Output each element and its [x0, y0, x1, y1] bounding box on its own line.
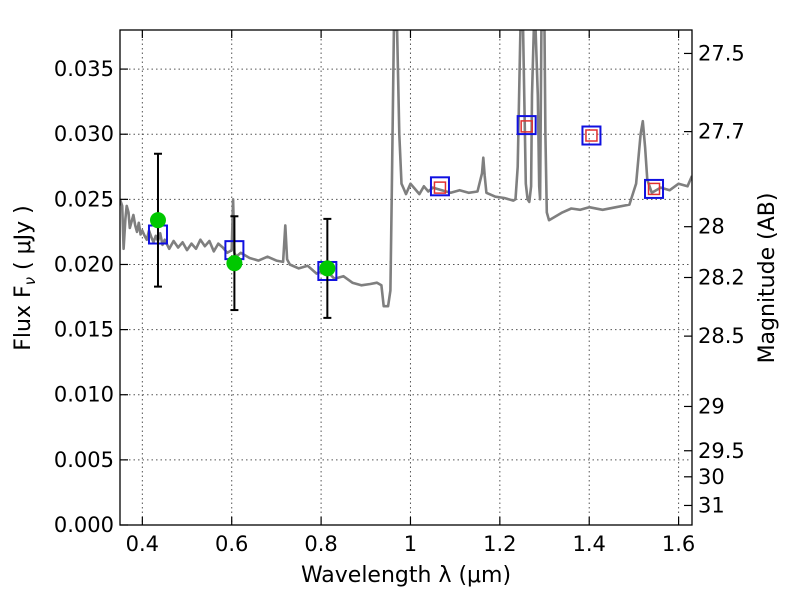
observed-point — [149, 212, 166, 229]
band-flux-box — [433, 181, 447, 194]
y-tick-label: 0.025 — [54, 187, 114, 211]
y-tick-label: 0.005 — [54, 448, 114, 472]
x-tick-label: 0.8 — [304, 532, 337, 556]
y-axis-right: 27.5 27.7 28 28.2 28.5 29 29.530 31 — [684, 41, 745, 517]
band-flux-box — [647, 182, 661, 196]
y-tick-label: 0.015 — [54, 318, 114, 342]
plot-area — [120, 30, 692, 319]
y2-tick-label: 30 — [698, 465, 725, 489]
x-tick-label: 1.2 — [483, 532, 516, 556]
y2-axis-label: Magnitude (AB) — [755, 193, 780, 364]
y2-tick-label: 29.5 — [698, 439, 745, 463]
x-tick-label: 0.6 — [215, 532, 248, 556]
y2-tick-label: 27.7 — [698, 120, 745, 144]
y2-tick-label: 31 — [698, 493, 725, 517]
observed-point — [226, 255, 243, 272]
y2-tick-label: 29 — [698, 394, 725, 418]
x-tick-label: 1 — [404, 532, 417, 556]
model-band-box — [581, 125, 602, 146]
band-flux-box — [585, 129, 598, 142]
y2-tick-label: 28.2 — [698, 266, 745, 290]
y2-tick-label: 28.5 — [698, 324, 745, 348]
y-tick-label: 0.035 — [54, 57, 114, 81]
band-flux-box — [520, 120, 533, 133]
model-band-box — [429, 176, 450, 197]
y-axis-label-subscript: ν — [21, 277, 39, 285]
x-axis-label: Wavelength λ (μm) — [301, 563, 511, 588]
y-tick-label: 0.020 — [54, 252, 114, 276]
x-tick-label: 0.4 — [126, 532, 159, 556]
model-band-box — [516, 115, 537, 136]
y-axis-left: 0.000 0.005 0.010 0.015 0.020 0.025 0.030 0.035 — [54, 57, 128, 537]
x-tick-label: 1.4 — [573, 532, 606, 556]
axes-frame — [119, 29, 693, 526]
y-tick-label: 0.030 — [54, 122, 114, 146]
y2-tick-label: 28 — [698, 215, 725, 239]
y-axis-label-main: Flux F — [11, 285, 36, 350]
gridlines — [120, 30, 692, 525]
model-band-box — [644, 178, 665, 199]
y-tick-label: 0.010 — [54, 383, 114, 407]
y-tick-label: 0.000 — [54, 513, 114, 537]
y-axis-label-unit: ( μJy ) — [11, 205, 36, 277]
x-tick-label: 1.6 — [662, 532, 695, 556]
y-axis-label: Flux Fν ( μJy ) — [11, 205, 39, 350]
model-spectrum-line — [120, 30, 692, 308]
y2-tick-label: 27.5 — [698, 41, 745, 65]
observed-point — [319, 260, 336, 277]
x-axis: 0.4 0.6 0.8 1 1.2 1.4 1.6 — [126, 30, 695, 556]
